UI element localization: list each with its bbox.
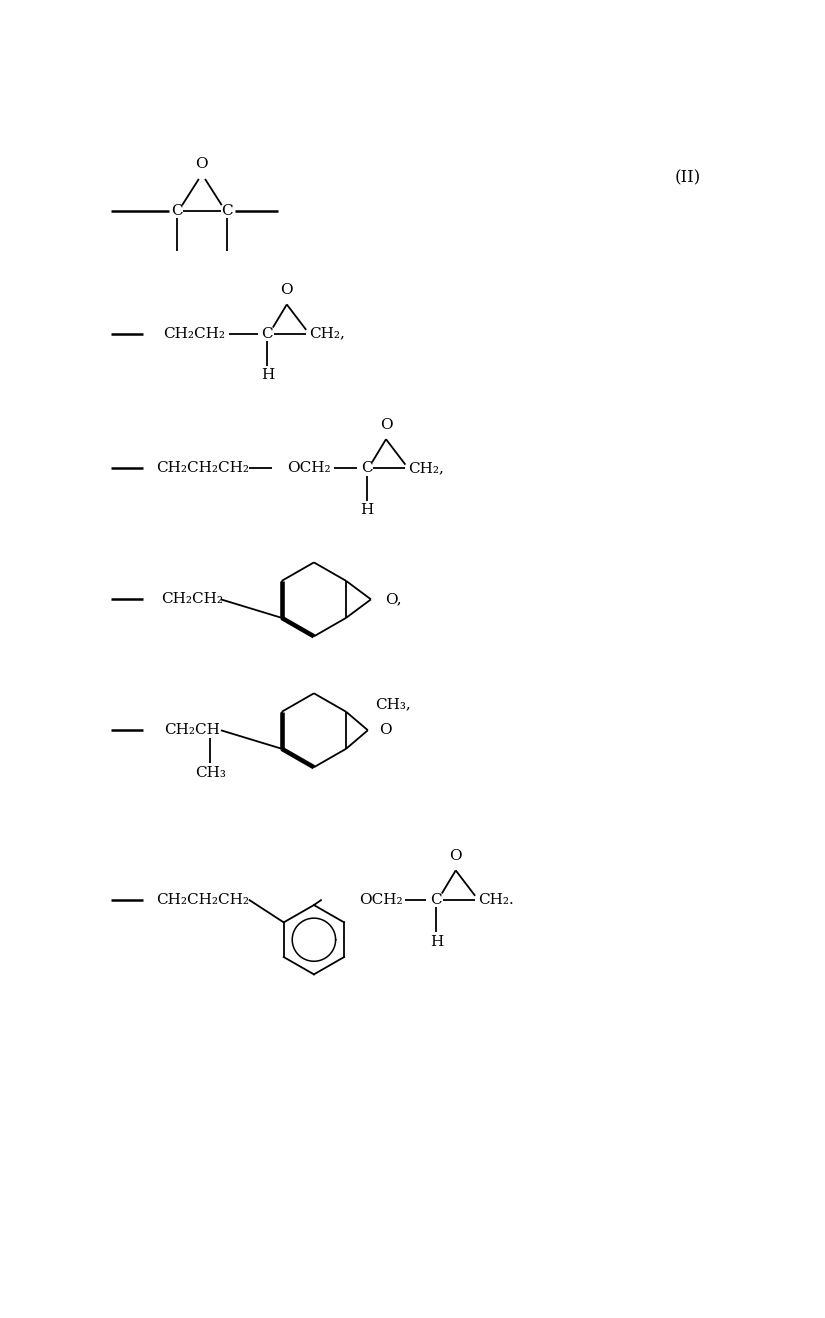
Text: CH₂CH₂: CH₂CH₂: [163, 327, 225, 341]
Text: C: C: [262, 327, 273, 341]
Text: O: O: [380, 418, 393, 431]
Text: H: H: [360, 503, 373, 517]
Text: CH₂,: CH₂,: [408, 461, 444, 476]
Text: O: O: [196, 157, 208, 170]
Text: CH₃,: CH₃,: [375, 697, 412, 712]
Text: O,: O,: [385, 592, 402, 606]
Text: H: H: [430, 934, 443, 949]
Text: O: O: [450, 849, 462, 863]
Text: CH₂,: CH₂,: [309, 327, 345, 341]
Text: (II): (II): [675, 170, 701, 187]
Text: H: H: [261, 368, 274, 382]
Text: C: C: [431, 892, 442, 907]
Text: CH₃: CH₃: [195, 766, 225, 780]
Text: CH₂CH₂: CH₂CH₂: [161, 592, 224, 606]
Text: CH₂.: CH₂.: [478, 892, 514, 907]
Text: C: C: [221, 203, 233, 217]
Text: CH₂CH₂CH₂: CH₂CH₂CH₂: [156, 892, 249, 907]
Text: C: C: [171, 203, 182, 217]
Text: O: O: [280, 283, 293, 297]
Text: CH₂CH₂CH₂: CH₂CH₂CH₂: [156, 461, 249, 476]
Text: CH₂CH: CH₂CH: [164, 724, 220, 737]
Text: OCH₂: OCH₂: [287, 461, 330, 476]
Text: O: O: [380, 724, 392, 737]
Text: OCH₂: OCH₂: [359, 892, 403, 907]
Text: C: C: [361, 461, 372, 476]
